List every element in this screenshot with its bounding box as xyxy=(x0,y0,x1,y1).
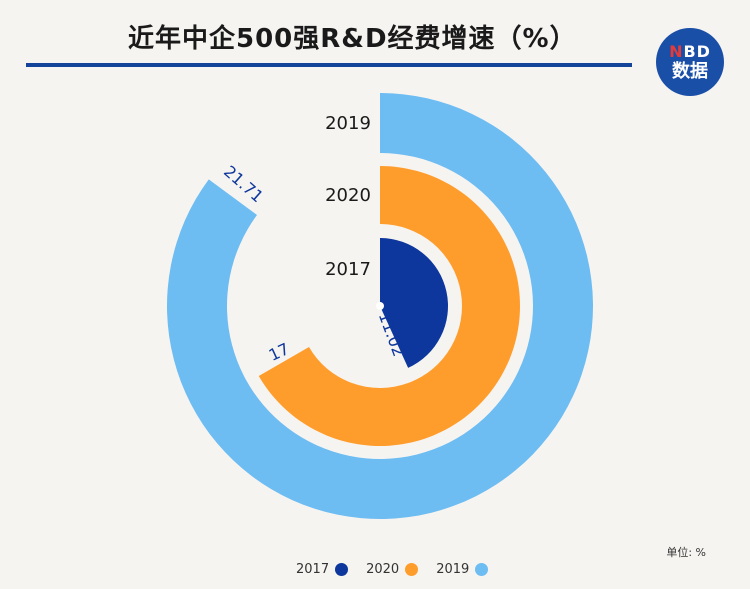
legend-item-2017[interactable]: 2017 xyxy=(296,562,349,577)
legend-dot-2019 xyxy=(475,563,489,576)
legend-item-2019[interactable]: 2019 xyxy=(436,562,489,577)
legend-label-2019: 2019 xyxy=(436,562,470,577)
bar-2017[interactable] xyxy=(380,238,448,368)
center-dot xyxy=(376,302,384,310)
logo-bottom-text: 数据 xyxy=(672,60,708,82)
chart-title: 近年中企500强R&D经费增速（%） xyxy=(128,24,577,54)
legend-dot-2017 xyxy=(335,563,349,576)
category-label-2019: 2019 xyxy=(325,113,371,134)
unit-label: 单位: % xyxy=(666,546,706,559)
nbd-logo: NBD 数据 xyxy=(656,28,724,96)
legend: 2017 2020 2019 xyxy=(296,562,489,577)
legend-item-2020[interactable]: 2020 xyxy=(366,562,419,577)
logo-top-text: NBD xyxy=(669,41,711,61)
category-label-2020: 2020 xyxy=(325,185,371,206)
legend-label-2017: 2017 xyxy=(296,562,330,577)
bar-2020[interactable] xyxy=(258,166,520,446)
category-label-2017: 2017 xyxy=(325,259,371,280)
legend-label-2020: 2020 xyxy=(366,562,400,577)
title-underline xyxy=(26,63,632,67)
legend-dot-2020 xyxy=(405,563,419,576)
